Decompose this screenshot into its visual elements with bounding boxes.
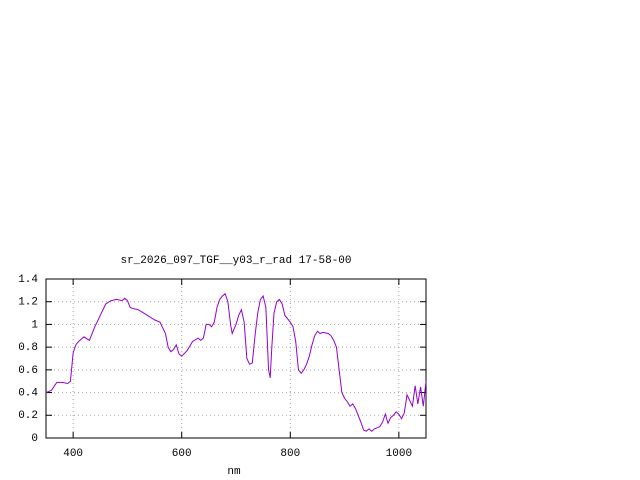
plot-border: [45, 278, 427, 439]
chart-title: sr_2026_097_TGF__y03_r_rad 17-58-00: [120, 255, 351, 267]
y-tick-label: 1.4: [18, 274, 38, 286]
x-tick-label: 1000: [386, 448, 412, 460]
y-tick-label: 0.8: [18, 342, 38, 354]
y-tick-label: 0.2: [18, 410, 38, 422]
x-tick-label: 400: [63, 448, 83, 460]
x-tick-label: 800: [280, 448, 300, 460]
y-tick-label: 0.6: [18, 365, 38, 377]
y-tick-label: 0: [31, 433, 38, 445]
y-tick-label: 1.2: [18, 297, 38, 309]
y-tick-label: 0.4: [18, 387, 38, 399]
y-tick-label: 1: [31, 319, 38, 331]
x-axis-label: nm: [227, 466, 241, 478]
data-line: [45, 292, 427, 432]
x-tick-label: 600: [172, 448, 192, 460]
